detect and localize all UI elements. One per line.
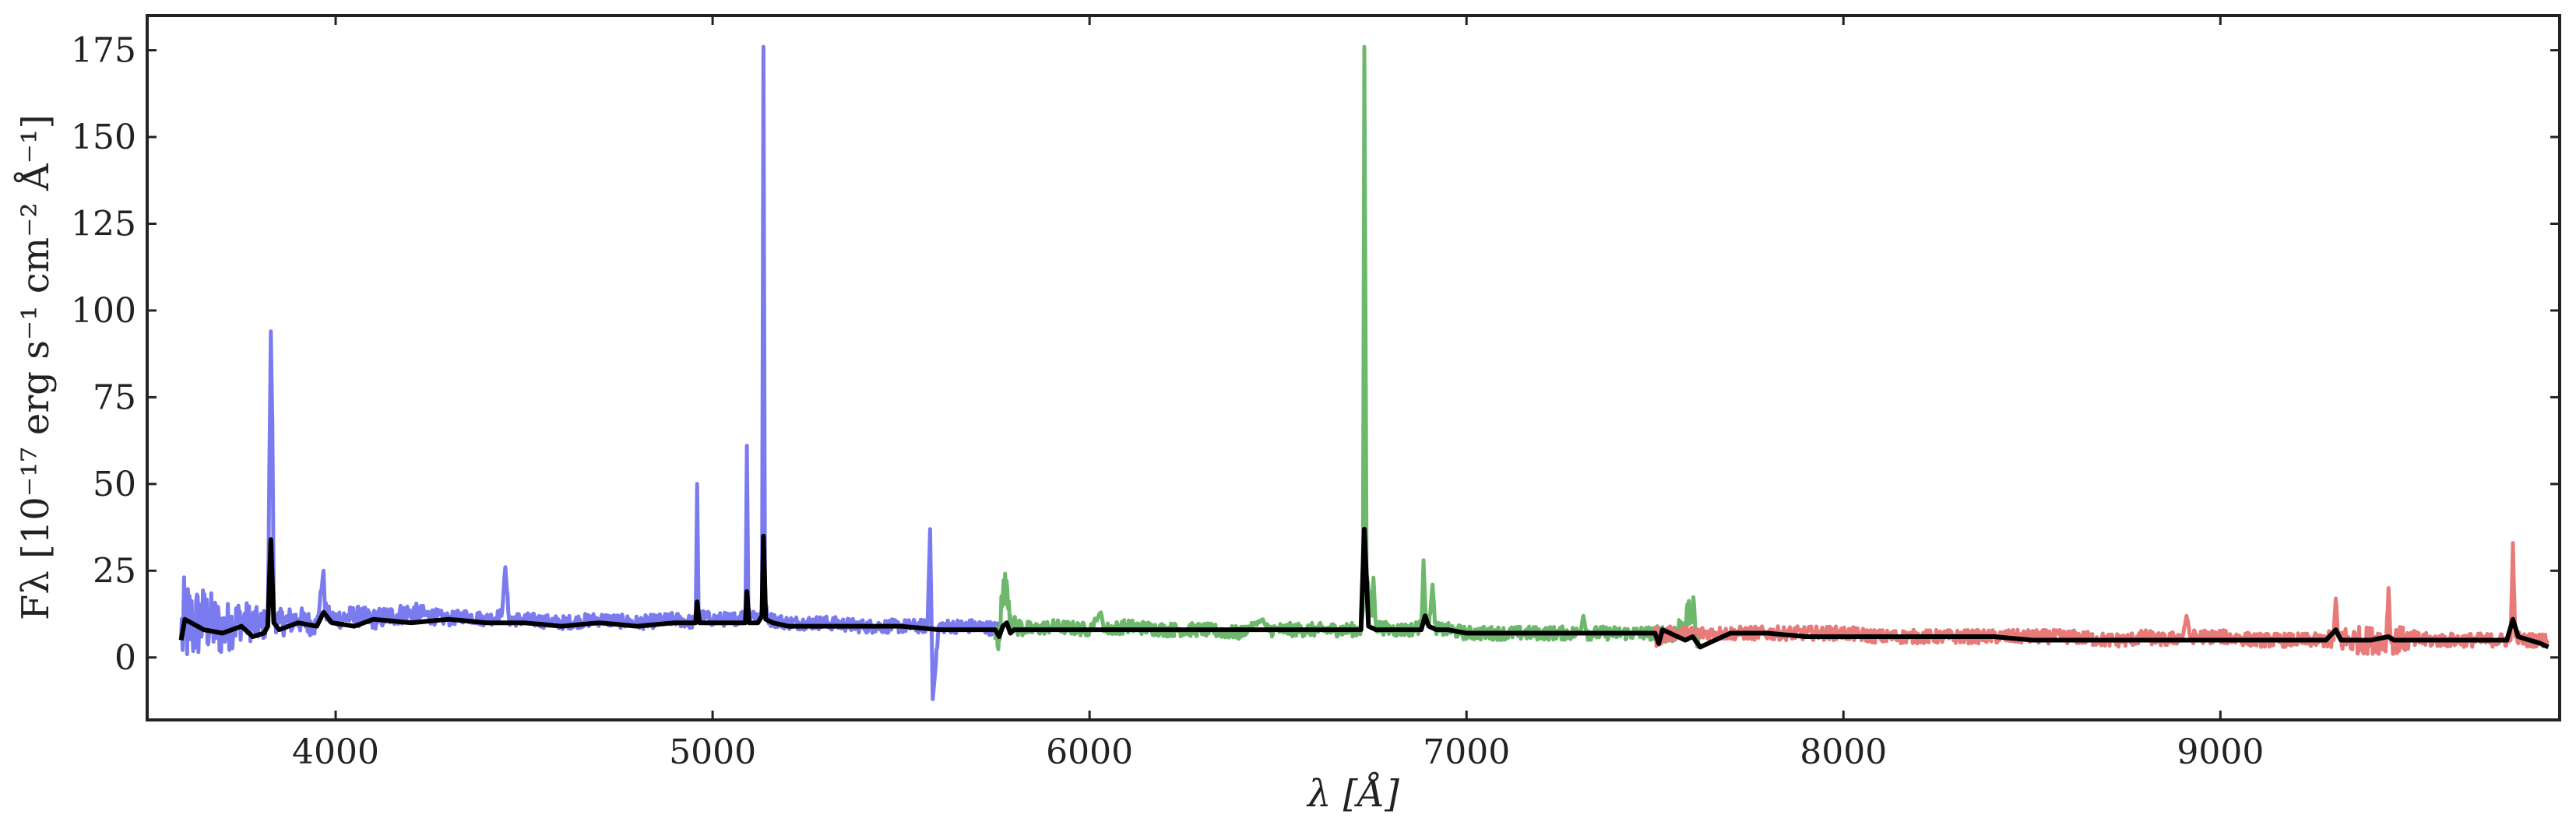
x-tick-label: 6000 [1046,732,1133,772]
y-tick-label: 100 [71,291,136,331]
y-tick-label: 25 [93,551,136,591]
y-axis-label: Fλ [10⁻¹⁷ erg s⁻¹ cm⁻² Å⁻¹] [13,114,58,620]
y-tick-label: 175 [71,31,136,71]
series-model-line [178,526,2550,650]
x-tick-label: 4000 [292,732,379,772]
x-axis-label: λ [Å] [1306,771,1399,816]
y-tick-label: 125 [71,204,136,244]
x-tick-label: 5000 [669,732,756,772]
x-tick-label: 8000 [1800,732,1887,772]
series-layer [178,44,2550,701]
x-tick-label: 9000 [2177,732,2264,772]
plot-frame [146,14,2561,721]
y-tick-label: 75 [93,377,136,417]
y-tick-label: 150 [71,118,136,157]
y-tick-label: 0 [114,638,136,678]
series-line-0 [179,44,1005,701]
y-tick-label: 50 [93,465,136,504]
tick-layer: 4000 5000 6000 7000 8000 9000 0 25 50 75 100 125 150… [71,16,2560,772]
x-tick-label: 7000 [1423,732,1510,772]
